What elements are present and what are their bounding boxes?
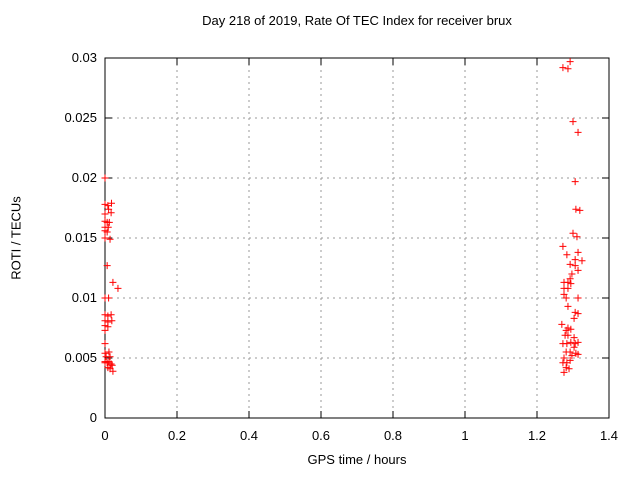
data-point bbox=[567, 338, 575, 346]
x-tick-label: 0.4 bbox=[240, 428, 258, 443]
data-point bbox=[574, 248, 582, 256]
data-point bbox=[569, 118, 577, 126]
data-point bbox=[114, 284, 122, 292]
data-point bbox=[567, 280, 575, 288]
data-point bbox=[564, 278, 572, 286]
data-point bbox=[107, 311, 115, 319]
data-point bbox=[559, 64, 567, 72]
data-point bbox=[101, 200, 109, 208]
data-point bbox=[564, 302, 572, 310]
data-point bbox=[562, 326, 570, 334]
data-point bbox=[574, 266, 582, 274]
y-tick-label: 0.01 bbox=[72, 290, 97, 305]
data-point bbox=[107, 199, 115, 207]
data-point bbox=[565, 365, 573, 373]
data-point bbox=[562, 294, 570, 302]
data-point bbox=[567, 325, 575, 333]
data-point bbox=[101, 349, 109, 357]
data-point bbox=[104, 323, 112, 331]
data-point bbox=[572, 205, 580, 213]
data-point bbox=[574, 310, 582, 318]
data-point bbox=[560, 354, 568, 362]
data-point bbox=[562, 364, 570, 372]
y-tick-label: 0.03 bbox=[72, 50, 97, 65]
data-point bbox=[573, 233, 581, 241]
data-point bbox=[578, 257, 586, 265]
data-point bbox=[560, 290, 568, 298]
data-point bbox=[564, 331, 572, 339]
data-point bbox=[107, 209, 115, 217]
data-point bbox=[101, 234, 109, 242]
data-point bbox=[104, 223, 112, 231]
x-tick-label: 1 bbox=[461, 428, 468, 443]
data-point bbox=[105, 218, 113, 226]
data-point bbox=[109, 367, 117, 375]
data-point bbox=[103, 359, 111, 367]
data-point bbox=[105, 205, 113, 213]
data-point bbox=[576, 206, 584, 214]
data-point bbox=[574, 338, 582, 346]
data-point bbox=[101, 210, 109, 218]
data-point bbox=[106, 235, 114, 243]
data-point bbox=[571, 256, 579, 264]
data-point bbox=[563, 340, 571, 348]
data-point bbox=[571, 178, 579, 186]
y-tick-label: 0.015 bbox=[64, 230, 97, 245]
data-point bbox=[566, 275, 574, 283]
y-tick-label: 0.005 bbox=[64, 350, 97, 365]
data-point bbox=[101, 340, 109, 348]
data-point bbox=[559, 242, 567, 250]
data-point bbox=[104, 312, 112, 320]
data-point bbox=[558, 320, 566, 328]
x-axis-label: GPS time / hours bbox=[307, 452, 407, 467]
data-point bbox=[574, 128, 582, 136]
data-point bbox=[571, 308, 579, 316]
data-point bbox=[108, 317, 116, 325]
data-point bbox=[106, 353, 114, 361]
data-point bbox=[566, 260, 574, 268]
data-point bbox=[564, 65, 572, 73]
data-point bbox=[574, 350, 582, 358]
x-tick-label: 0 bbox=[101, 428, 108, 443]
data-point bbox=[566, 58, 574, 66]
data-point bbox=[569, 229, 577, 237]
data-point bbox=[101, 311, 109, 319]
y-tick-label: 0.02 bbox=[72, 170, 97, 185]
data-point bbox=[574, 294, 582, 302]
data-point bbox=[571, 340, 579, 348]
y-axis-label: ROTI / TECUs bbox=[8, 196, 24, 280]
data-point bbox=[108, 361, 116, 369]
data-point bbox=[563, 359, 571, 367]
data-point bbox=[570, 343, 578, 351]
data-point bbox=[563, 251, 571, 259]
data-point bbox=[104, 202, 112, 210]
data-point bbox=[101, 326, 109, 334]
data-point bbox=[560, 368, 568, 376]
data-point bbox=[103, 228, 111, 236]
data-point bbox=[101, 174, 109, 182]
data-point bbox=[564, 284, 572, 292]
x-tick-label: 0.8 bbox=[384, 428, 402, 443]
data-point bbox=[109, 278, 117, 286]
data-point bbox=[107, 360, 115, 368]
x-tick-label: 1.4 bbox=[600, 428, 618, 443]
data-point bbox=[566, 348, 574, 356]
x-tick-label: 0.6 bbox=[312, 428, 330, 443]
data-point bbox=[568, 270, 576, 278]
data-point bbox=[570, 314, 578, 322]
data-point bbox=[105, 348, 113, 356]
y-tick-label: 0.025 bbox=[64, 110, 97, 125]
x-tick-label: 0.2 bbox=[168, 428, 186, 443]
data-point bbox=[568, 352, 576, 360]
data-point bbox=[571, 262, 579, 270]
x-tick-label: 1.2 bbox=[528, 428, 546, 443]
data-point bbox=[105, 294, 113, 302]
data-point bbox=[103, 262, 111, 270]
chart-title: Day 218 of 2019, Rate Of TEC Index for r… bbox=[202, 13, 512, 28]
y-tick-label: 0 bbox=[90, 410, 97, 425]
data-point bbox=[570, 334, 578, 342]
